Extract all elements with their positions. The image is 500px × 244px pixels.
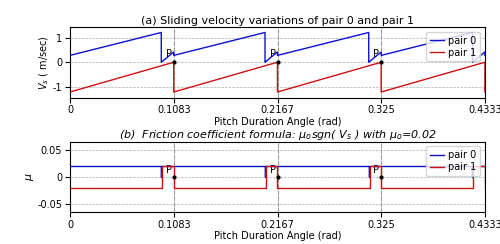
pair 0 (67, 164, 73, 167)
pair 0 (170, 164, 176, 167)
pair 0 (470, 164, 476, 167)
pair 0 (366, 175, 372, 178)
pair 1 (67, 186, 73, 189)
pair 1 (482, 186, 488, 189)
pair 0 (482, 164, 488, 167)
pair 1 (366, 164, 372, 167)
pair 0 (448, 36, 454, 39)
Title: (b)  Friction coefficient formula: $\mu_o$sgn( $V_s$ ) with $\mu_o$=0.02: (b) Friction coefficient formula: $\mu_o… (118, 128, 436, 142)
Line: pair 0: pair 0 (70, 166, 485, 177)
pair 1 (334, 73, 340, 76)
Text: P: P (374, 165, 380, 175)
pair 0 (86, 49, 92, 52)
pair 0 (158, 31, 164, 34)
pair 1 (170, 186, 176, 189)
Line: pair 1: pair 1 (70, 62, 485, 92)
pair 1 (482, 91, 488, 93)
Text: P: P (374, 49, 380, 59)
pair 0 (158, 164, 164, 167)
pair 0 (366, 164, 372, 167)
pair 1 (182, 87, 188, 90)
pair 1 (170, 61, 176, 64)
pair 0 (67, 54, 73, 57)
pair 0 (262, 164, 268, 167)
X-axis label: Pitch Duration Angle (rad): Pitch Duration Angle (rad) (214, 117, 341, 127)
pair 1 (386, 88, 392, 91)
pair 0 (270, 55, 276, 58)
pair 1 (470, 164, 476, 167)
pair 1 (378, 186, 384, 189)
pair 1 (159, 164, 165, 167)
Legend: pair 0, pair 1: pair 0, pair 1 (426, 32, 480, 61)
Text: P: P (166, 165, 172, 175)
Legend: pair 0, pair 1: pair 0, pair 1 (426, 146, 480, 176)
Text: P: P (166, 49, 172, 59)
pair 0 (470, 175, 476, 178)
pair 0 (274, 164, 280, 167)
pair 0 (482, 54, 488, 57)
pair 0 (262, 175, 268, 178)
pair 1 (263, 164, 269, 167)
Line: pair 1: pair 1 (70, 166, 485, 188)
Line: pair 0: pair 0 (70, 32, 485, 62)
pair 0 (456, 34, 462, 37)
Y-axis label: $V_s$ ( m/sec): $V_s$ ( m/sec) (38, 35, 52, 90)
pair 1 (170, 186, 176, 189)
pair 1 (446, 71, 452, 74)
pair 0 (366, 164, 372, 167)
pair 1 (263, 186, 269, 189)
pair 0 (482, 164, 488, 167)
pair 0 (158, 164, 164, 167)
pair 0 (470, 164, 476, 167)
pair 0 (274, 164, 280, 167)
pair 1 (67, 91, 73, 93)
pair 0 (378, 164, 384, 167)
Text: P: P (270, 165, 276, 175)
pair 1 (170, 164, 176, 167)
pair 1 (159, 186, 165, 189)
pair 1 (482, 186, 488, 189)
pair 1 (274, 186, 280, 189)
pair 0 (262, 164, 268, 167)
pair 1 (330, 75, 336, 78)
pair 0 (67, 54, 73, 57)
pair 1 (378, 164, 384, 167)
pair 1 (274, 164, 280, 167)
pair 0 (158, 61, 164, 64)
pair 1 (482, 164, 488, 167)
Y-axis label: $\mu$: $\mu$ (24, 173, 36, 181)
X-axis label: Pitch Duration Angle (rad): Pitch Duration Angle (rad) (214, 231, 341, 241)
pair 0 (158, 175, 164, 178)
pair 0 (170, 164, 176, 167)
pair 1 (470, 186, 476, 189)
pair 0 (212, 43, 218, 46)
Text: P: P (270, 49, 276, 59)
pair 1 (366, 186, 372, 189)
Title: (a) Sliding velocity variations of pair 0 and pair 1: (a) Sliding velocity variations of pair … (141, 16, 414, 26)
pair 1 (378, 186, 384, 189)
pair 0 (378, 164, 384, 167)
pair 1 (274, 186, 280, 189)
pair 1 (346, 70, 352, 73)
